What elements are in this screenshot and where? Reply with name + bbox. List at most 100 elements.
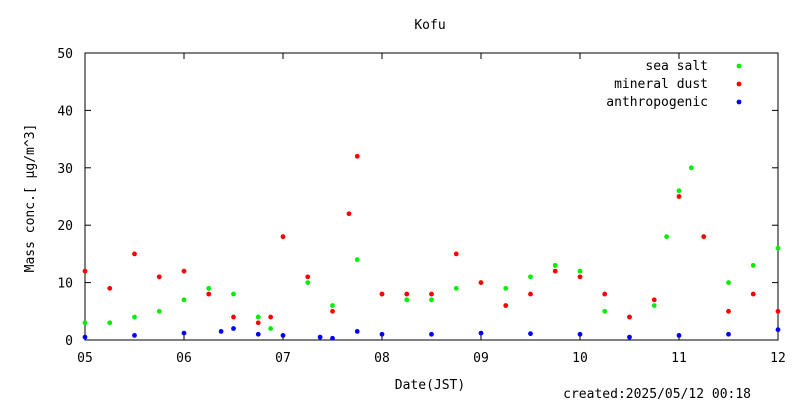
x-tick-label: 12 (770, 351, 786, 366)
legend: sea salt mineral dust anthropogenic (606, 59, 742, 110)
data-point (268, 314, 274, 320)
data-point (354, 257, 360, 263)
series-sea-salt (82, 165, 781, 331)
data-point (379, 331, 385, 337)
data-point (676, 333, 682, 338)
created-timestamp: created:2025/05/12 00:18 (563, 387, 751, 400)
data-point (317, 334, 323, 340)
data-point (726, 280, 731, 285)
data-point (775, 308, 781, 314)
y-tick-label: 40 (57, 104, 73, 119)
plot-frame (84, 52, 779, 341)
data-point (750, 291, 756, 297)
x-tick-label: 05 (77, 351, 93, 366)
data-point (664, 234, 670, 240)
data-point (478, 330, 484, 336)
data-point (404, 297, 410, 303)
data-point (206, 291, 212, 297)
data-point (156, 308, 162, 314)
data-point (688, 165, 694, 171)
data-point (528, 331, 533, 337)
data-point (330, 335, 335, 341)
data-point (107, 320, 113, 326)
legend-marker (736, 63, 742, 69)
data-point (627, 334, 632, 340)
data-point (181, 330, 187, 336)
data-point (651, 297, 657, 303)
data-point (82, 320, 88, 326)
data-point (775, 327, 781, 333)
data-point (255, 331, 261, 337)
data-point (280, 333, 286, 338)
y-axis-label: Mass conc.[ μg/m^3] (23, 124, 38, 273)
data-point (651, 303, 657, 308)
data-point (602, 308, 608, 314)
legend-label: anthropogenic (606, 95, 708, 110)
data-point (552, 268, 558, 274)
x-axis: 05 06 07 08 09 10 11 12 (77, 53, 786, 366)
series-anthropogenic (82, 326, 781, 341)
data-point (627, 314, 632, 320)
data-point (268, 326, 274, 331)
data-point (726, 331, 731, 337)
data-point (107, 285, 113, 291)
data-point (552, 262, 558, 268)
data-point (701, 234, 707, 240)
data-point (255, 320, 261, 326)
data-point (429, 291, 434, 297)
data-point (528, 274, 533, 280)
legend-label: sea salt (645, 59, 708, 74)
x-tick-label: 06 (176, 351, 192, 366)
y-axis: 0 10 20 30 40 50 (57, 47, 778, 349)
data-point (354, 153, 360, 159)
data-point (750, 262, 756, 268)
data-point (280, 234, 286, 240)
data-point (775, 245, 781, 251)
y-tick-label: 20 (57, 219, 73, 234)
data-point (132, 333, 137, 338)
y-tick-label: 30 (57, 162, 73, 177)
data-point (231, 326, 236, 331)
data-point (726, 308, 731, 314)
data-point (577, 331, 583, 337)
data-point (354, 328, 360, 334)
x-tick-label: 11 (671, 351, 687, 366)
x-tick-label: 08 (374, 351, 390, 366)
data-point (577, 268, 583, 274)
data-point (132, 314, 137, 320)
data-point (528, 291, 533, 297)
data-point (503, 285, 509, 291)
data-point (676, 194, 682, 199)
data-point (330, 308, 335, 314)
data-point (404, 291, 410, 297)
y-tick-label: 10 (57, 277, 73, 292)
data-point (676, 188, 682, 194)
chart-title: Kofu (414, 18, 445, 33)
data-point (181, 268, 187, 274)
data-point (218, 328, 224, 334)
legend-marker (736, 99, 742, 105)
data-point (156, 274, 162, 280)
data-point (181, 297, 187, 303)
y-tick-label: 50 (57, 47, 73, 62)
data-point (602, 291, 608, 297)
y-tick-label: 0 (65, 334, 73, 349)
legend-label: mineral dust (614, 77, 708, 92)
data-point (503, 303, 509, 308)
data-point (429, 297, 434, 303)
data-point (346, 211, 352, 217)
series-mineral-dust (82, 153, 781, 326)
data-point (231, 314, 236, 320)
data-point (305, 280, 311, 285)
data-point (429, 331, 434, 337)
data-point (206, 285, 212, 291)
data-points (82, 153, 781, 341)
data-point (453, 285, 459, 291)
data-point (305, 274, 311, 280)
data-point (577, 274, 583, 280)
data-point (82, 268, 88, 274)
data-point (453, 251, 459, 257)
data-point (330, 303, 335, 308)
x-tick-label: 07 (275, 351, 291, 366)
